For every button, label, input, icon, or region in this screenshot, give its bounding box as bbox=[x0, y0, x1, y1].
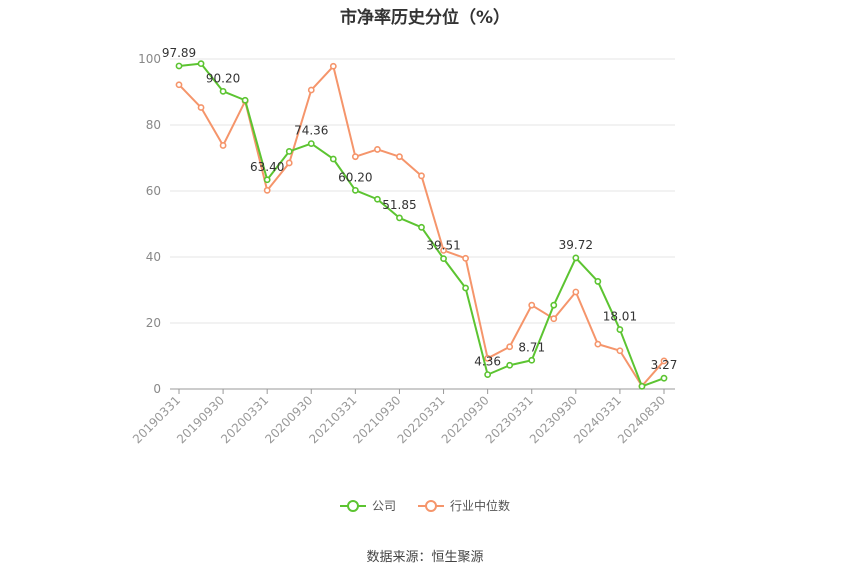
y-axis: 0 20 40 60 80 100 bbox=[138, 52, 161, 396]
legend-item-industry[interactable]: 行业中位数 bbox=[418, 497, 510, 514]
data-point[interactable] bbox=[440, 255, 447, 263]
data-point[interactable] bbox=[307, 86, 315, 94]
data-point[interactable] bbox=[396, 214, 403, 222]
data-labels: 97.89 90.20 63.40 74.36 60.20 51.85 39.51 4.36 8… bbox=[162, 46, 678, 372]
legend-company-label: 公司 bbox=[371, 499, 396, 513]
data-point[interactable] bbox=[263, 186, 271, 194]
data-point[interactable] bbox=[484, 371, 492, 379]
data-point[interactable] bbox=[594, 340, 602, 348]
legend-industry-label: 行业中位数 bbox=[450, 499, 511, 513]
y-tick-label: 40 bbox=[146, 250, 161, 264]
y-tick-label: 60 bbox=[146, 184, 161, 198]
data-label: 18.01 bbox=[603, 310, 637, 324]
data-point[interactable] bbox=[528, 301, 536, 309]
data-point[interactable] bbox=[241, 96, 249, 104]
data-point[interactable] bbox=[285, 159, 293, 167]
data-label: 90.20 bbox=[206, 71, 240, 85]
data-point[interactable] bbox=[506, 343, 514, 351]
legend-company-swatch-icon bbox=[339, 499, 366, 512]
chart-title: 市净率历史分位（%） bbox=[339, 8, 511, 28]
y-tick-label: 20 bbox=[146, 316, 161, 330]
legend-industry-swatch-icon bbox=[418, 499, 444, 512]
data-point[interactable] bbox=[219, 142, 227, 149]
data-point[interactable] bbox=[528, 356, 536, 364]
data-point[interactable] bbox=[374, 195, 381, 203]
data-point[interactable] bbox=[484, 354, 492, 362]
data-point[interactable] bbox=[462, 254, 469, 262]
data-point[interactable] bbox=[506, 361, 514, 369]
data-point[interactable] bbox=[329, 62, 337, 70]
legend-item-company[interactable]: 公司 bbox=[339, 497, 396, 514]
x-axis: 2019033120190930202003312020093020210331… bbox=[130, 388, 675, 446]
series-lines bbox=[175, 60, 668, 390]
series-company bbox=[175, 60, 668, 390]
legend: 公司 行业中位数 bbox=[0, 497, 850, 514]
y-tick-label: 80 bbox=[146, 118, 161, 132]
data-label: 97.89 bbox=[162, 46, 196, 60]
data-label: 51.85 bbox=[382, 198, 416, 212]
y-tick-label: 100 bbox=[138, 52, 161, 66]
data-point[interactable] bbox=[616, 326, 624, 333]
data-point[interactable] bbox=[550, 315, 558, 323]
x-tick-label: 20240830 bbox=[615, 393, 668, 446]
data-source: 数据来源：恒生聚源 bbox=[366, 550, 484, 565]
data-point[interactable] bbox=[285, 147, 293, 155]
data-point[interactable] bbox=[197, 60, 205, 68]
data-point[interactable] bbox=[440, 246, 447, 254]
data-point[interactable] bbox=[550, 301, 558, 309]
data-point[interactable] bbox=[351, 153, 359, 161]
data-point[interactable] bbox=[197, 104, 205, 111]
data-point[interactable] bbox=[572, 254, 580, 262]
data-point[interactable] bbox=[374, 146, 381, 153]
data-label: 63.40 bbox=[250, 160, 284, 174]
data-point[interactable] bbox=[638, 382, 646, 390]
data-point[interactable] bbox=[462, 284, 469, 292]
data-point[interactable] bbox=[418, 223, 425, 231]
data-label: 74.36 bbox=[294, 124, 328, 138]
data-label: 8.71 bbox=[518, 340, 545, 354]
data-label: 39.51 bbox=[426, 239, 460, 253]
data-point[interactable] bbox=[351, 186, 359, 194]
data-point[interactable] bbox=[616, 347, 624, 355]
data-point[interactable] bbox=[329, 155, 337, 163]
data-label: 4.36 bbox=[474, 355, 501, 369]
data-point[interactable] bbox=[572, 288, 580, 296]
data-point[interactable] bbox=[307, 140, 315, 148]
data-point[interactable] bbox=[263, 176, 271, 184]
data-point[interactable] bbox=[219, 87, 227, 95]
data-point[interactable] bbox=[396, 153, 403, 161]
data-point[interactable] bbox=[660, 357, 668, 365]
data-label: 3.27 bbox=[651, 358, 678, 372]
data-label: 60.20 bbox=[338, 170, 372, 184]
data-point[interactable] bbox=[175, 62, 183, 70]
data-point[interactable] bbox=[418, 172, 425, 180]
data-point[interactable] bbox=[660, 374, 668, 382]
data-point[interactable] bbox=[175, 81, 183, 89]
y-tick-label: 0 bbox=[153, 382, 161, 396]
grid-lines bbox=[170, 58, 675, 324]
data-label: 39.72 bbox=[559, 238, 593, 252]
data-point[interactable] bbox=[594, 278, 602, 285]
